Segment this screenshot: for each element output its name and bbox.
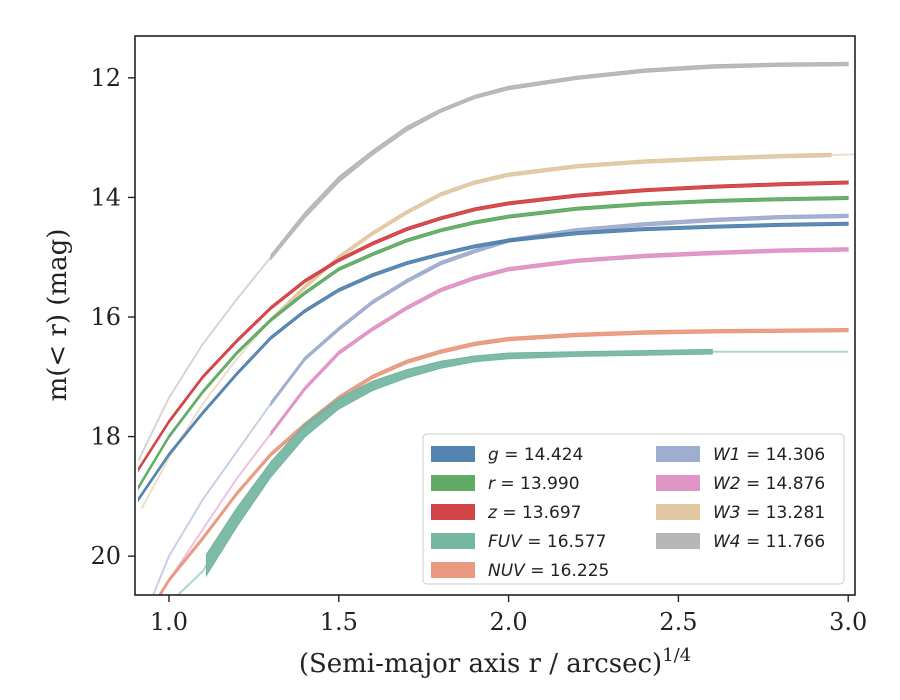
- legend-swatch: [656, 533, 700, 549]
- series-w2-band: [270, 247, 849, 437]
- legend-item-fuv: FUV = 16.577: [431, 532, 606, 552]
- y-tick-label: 20: [90, 542, 121, 570]
- series-fuv-faded-inner: [176, 564, 208, 595]
- legend-swatch: [656, 446, 700, 462]
- legend-label: g = 14.424: [488, 445, 583, 465]
- series-w1-faded-inner: [152, 403, 272, 595]
- series-w3-band: [270, 152, 832, 323]
- legend-item-g: g = 14.424: [431, 445, 583, 465]
- x-tick-label: 1.5: [320, 608, 358, 636]
- legend-item-z: z = 13.697: [431, 503, 581, 523]
- legend-swatch: [656, 475, 700, 491]
- series-r-band: [138, 195, 849, 491]
- series-w1-band: [270, 213, 849, 407]
- y-axis-label: m(< r) (mag): [43, 229, 73, 402]
- y-axis-ticks: 12 14 16 18 20: [90, 64, 135, 570]
- series-r: [138, 195, 849, 491]
- legend-label: W2 = 14.876: [713, 474, 825, 494]
- x-axis-label: (Semi-major axis r / arcsec)1/4: [299, 645, 691, 679]
- legend-label: FUV = 16.577: [488, 532, 606, 552]
- x-tick-label: 3.0: [829, 608, 867, 636]
- legend-swatch: [431, 533, 475, 549]
- legend-item-w1: W1 = 14.306: [656, 445, 825, 465]
- series-w3: [140, 152, 855, 509]
- y-tick-label: 12: [90, 64, 121, 92]
- series-z: [138, 180, 849, 473]
- y-tick-label: 16: [90, 303, 121, 331]
- series-fuv-band: [205, 348, 713, 578]
- series-g: [138, 221, 849, 503]
- series-w1: [152, 213, 849, 595]
- legend-swatch: [431, 562, 475, 578]
- legend-swatch: [431, 446, 475, 462]
- legend-swatch: [431, 475, 475, 491]
- series-layer: [137, 61, 855, 595]
- series-w3-faded-inner: [140, 319, 272, 509]
- series-w4-band: [270, 61, 849, 261]
- legend-label: NUV = 16.225: [488, 561, 609, 581]
- y-tick-label: 14: [90, 183, 121, 211]
- series-z-band: [138, 180, 849, 473]
- legend-item-nuv: NUV = 16.225: [431, 561, 609, 581]
- plot-frame: [134, 35, 856, 596]
- series-w4-faded-inner: [137, 256, 272, 461]
- x-tick-label: 2.5: [659, 608, 697, 636]
- legend-item-r: r = 13.990: [431, 474, 580, 494]
- legend-item-w2: W2 = 14.876: [656, 474, 825, 494]
- legend-label: z = 13.697: [487, 503, 581, 523]
- x-axis-label-exponent: 1/4: [662, 645, 691, 666]
- legend-item-w3: W3 = 13.281: [656, 503, 825, 523]
- legend: g = 14.424 r = 13.990 z = 13.697 FUV = 16.5…: [422, 433, 845, 585]
- series-w3-faded-outer: [831, 153, 855, 156]
- legend-label: r = 13.990: [488, 474, 580, 494]
- legend-swatch: [656, 504, 700, 520]
- y-tick-label: 18: [90, 423, 121, 451]
- series-fuv: [176, 348, 849, 595]
- x-axis-label-text: (Semi-major axis r / arcsec): [299, 649, 662, 679]
- legend-label: W1 = 14.306: [713, 445, 825, 465]
- x-axis-ticks: 1.0 1.5 2.0 2.5 3.0: [150, 595, 867, 636]
- legend-frame: [422, 433, 845, 585]
- legend-label: W4 = 11.766: [713, 532, 825, 552]
- legend-swatch: [431, 504, 475, 520]
- series-g-band: [138, 221, 849, 503]
- legend-label: W3 = 13.281: [713, 503, 825, 523]
- legend-item-w4: W4 = 11.766: [656, 532, 825, 552]
- x-tick-label: 2.0: [489, 608, 527, 636]
- x-tick-label: 1.0: [150, 608, 188, 636]
- series-w4: [137, 61, 849, 461]
